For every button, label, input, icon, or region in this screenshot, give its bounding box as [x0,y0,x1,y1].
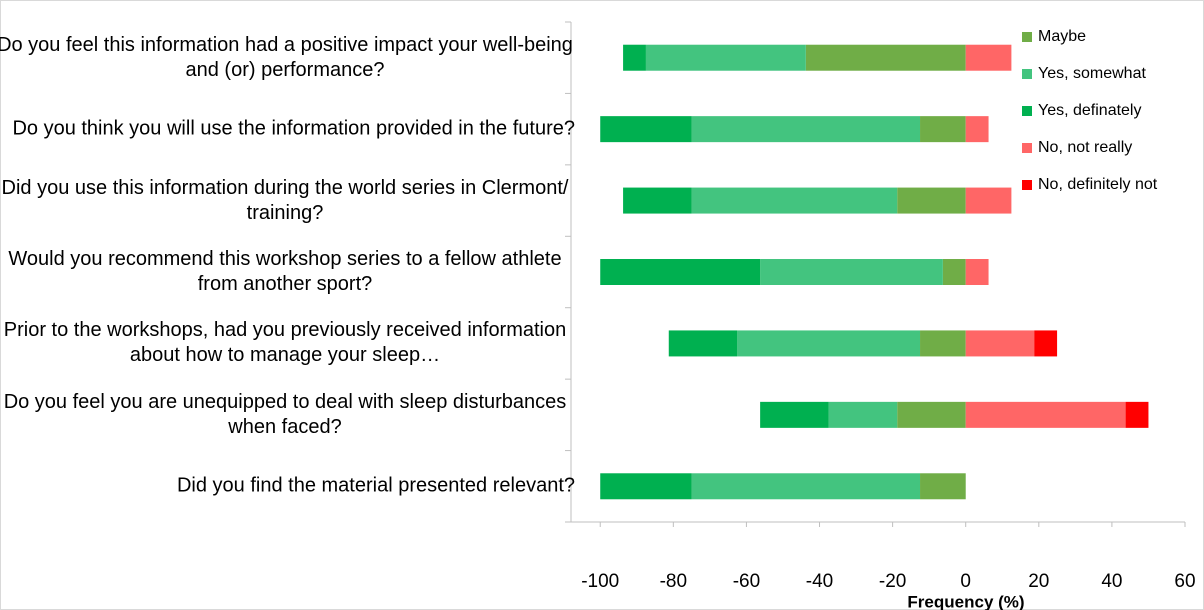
bar-segment [965,44,1012,71]
legend-label: Maybe [1038,28,1086,45]
legend-swatch [1022,180,1032,190]
category-label: Do you think you will use the informatio… [12,117,575,140]
bar-segment [623,187,692,214]
legend-label: No, definitely not [1038,176,1158,193]
legend-swatch [1022,106,1032,116]
category-label-box: Prior to the workshops, had you previous… [0,318,575,368]
legend-swatch [1022,32,1032,42]
legend-label: Yes, definately [1038,102,1141,119]
x-tick-label: 20 [1028,571,1049,592]
bar-segment [965,401,1126,428]
bar-segment [965,330,1035,357]
x-tick-label: -20 [879,571,906,592]
x-axis-title: Frequency (%) [907,592,1024,610]
category-label-box: Do you feel you are unequipped to deal w… [0,390,575,440]
x-tick-label: 40 [1101,571,1122,592]
bar-segment [760,259,943,285]
bar-segment [691,116,921,143]
legend-swatch [1022,143,1032,153]
bar-segment [1125,401,1149,428]
bar-segment [600,473,692,500]
bar-segment [1034,330,1058,357]
bar-segment [828,401,898,428]
bar-segment [623,44,646,71]
bar-segment [920,473,966,500]
bar-segment [645,44,806,71]
bar-segment [600,259,761,285]
category-label: Did you find the material presented rele… [176,474,575,497]
bar-segment [920,116,966,143]
bar-segment [805,44,966,71]
category-label-box: Would you recommend this workshop series… [0,247,575,297]
legend-label: No, not really [1038,139,1132,156]
bar-segment [691,187,898,214]
category-label-box: Did you find the material presented rele… [0,474,575,499]
bar-segment [691,473,921,500]
bar-segment [737,330,921,357]
bar-segment [965,259,989,285]
category-label-box: Do you think you will use the informatio… [0,117,575,142]
bar-segment [600,116,692,143]
bar-segment [942,259,966,285]
x-tick-label: -40 [806,571,833,592]
bar-segment [920,330,966,357]
bar-segment [897,187,966,214]
category-label: Prior to the workshops, had you previous… [3,319,567,367]
bar-segment [965,116,989,143]
x-tick-label: -100 [581,571,619,592]
bar-segment [965,187,1012,214]
x-tick-label: -80 [660,571,687,592]
category-label: Do you feel you are unequipped to deal w… [3,390,567,438]
category-label-box: Did you use this information during the … [0,176,575,226]
x-tick-label: 60 [1174,571,1195,592]
category-label: Would you recommend this workshop series… [8,248,562,295]
category-label: Do you feel this information had a posit… [0,33,573,81]
legend-label: Yes, somewhat [1038,65,1146,82]
bar-segment [760,401,829,428]
bar-segment [668,330,738,357]
category-label: Did you use this information during the … [1,176,569,224]
category-label-box: Do you feel this information had a posit… [0,33,575,83]
bar-segment [897,401,966,428]
x-tick-label: 0 [960,571,971,592]
x-tick-label: -60 [733,571,760,592]
legend-swatch [1022,69,1032,79]
